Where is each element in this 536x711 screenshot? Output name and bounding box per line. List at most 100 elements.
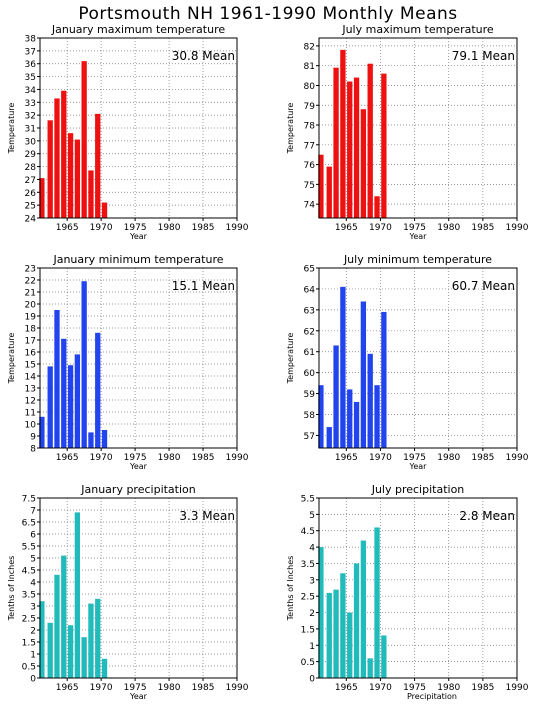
chart-title: July precipitation <box>371 483 465 496</box>
y-tick-label: 5 <box>30 555 36 565</box>
y-tick-label: 1.5 <box>301 625 315 635</box>
y-tick-label: 5 <box>309 511 315 521</box>
bar-1964 <box>61 555 67 678</box>
x-tick-label: 1980 <box>437 453 460 463</box>
x-tick-label: 1975 <box>124 683 147 693</box>
chart-title: July maximum temperature <box>341 23 494 36</box>
plot-frame <box>39 497 238 679</box>
bar-1965 <box>67 625 74 678</box>
y-tick-label: 1 <box>309 642 315 652</box>
y-tick-label: 29 <box>25 150 37 160</box>
mean-annotation: 2.8 Mean <box>459 509 515 523</box>
y-tick-label: 18 <box>25 325 37 335</box>
plot-frame <box>318 497 518 679</box>
bar-1969 <box>95 598 101 678</box>
y-tick-label: 14 <box>25 373 37 383</box>
x-tick-label: 1970 <box>90 223 113 233</box>
x-tick-label: 1975 <box>403 453 426 463</box>
x-tick-label: 1975 <box>403 223 426 233</box>
chart-jul-min: July minimum temperature 57 58 59 60 61 62 63 64… <box>286 253 529 471</box>
y-tick-label: 2.5 <box>22 615 36 625</box>
y-tick-label: 6.5 <box>22 519 36 529</box>
x-tick-label: 1985 <box>471 223 494 233</box>
y-tick-label: 3 <box>30 603 36 613</box>
bar-1970 <box>101 658 108 678</box>
y-tick-label: 37 <box>25 47 36 57</box>
bar-1964 <box>61 338 67 448</box>
y-tick-label: 22 <box>25 277 36 287</box>
bar-1969 <box>95 332 101 448</box>
x-tick-label: 1965 <box>56 453 79 463</box>
y-tick-label: 0.5 <box>301 658 315 668</box>
y-tick-label: 80 <box>304 82 316 92</box>
y-tick-label: 30 <box>25 137 37 147</box>
bar-1964 <box>340 49 346 218</box>
bar-1968 <box>367 658 373 678</box>
y-tick-label: 27 <box>25 176 36 186</box>
bar-1963 <box>333 345 339 448</box>
y-tick-label: 75 <box>304 181 315 191</box>
x-axis-label: Year <box>409 462 428 471</box>
x-tick-label: 1970 <box>369 223 392 233</box>
bar-1970 <box>381 635 387 678</box>
y-tick-label: 76 <box>304 161 316 171</box>
x-tick-label: 1980 <box>158 453 181 463</box>
x-tick-label: 1990 <box>506 453 529 463</box>
mean-annotation: 30.8 Mean <box>172 49 235 63</box>
y-tick-label: 21 <box>25 289 36 299</box>
y-tick-label: 35 <box>25 73 36 83</box>
y-tick-label: 81 <box>304 62 315 72</box>
x-axis-label: Precipitation <box>407 692 457 701</box>
y-tick-label: 61 <box>304 348 315 358</box>
bar-1962 <box>47 366 53 448</box>
bar-1962 <box>47 120 53 218</box>
x-tick-label: 1985 <box>471 453 494 463</box>
bar-1970 <box>101 202 108 218</box>
y-tick-label: 33 <box>25 99 36 109</box>
bar-1963 <box>333 67 339 219</box>
y-tick-label: 7 <box>30 507 36 517</box>
bar-1962 <box>326 166 332 218</box>
y-tick-label: 8 <box>30 445 36 455</box>
y-tick-label: 32 <box>25 112 36 122</box>
x-tick-label: 1970 <box>369 683 392 693</box>
x-tick-label: 1980 <box>158 683 181 693</box>
bar-1967 <box>81 61 87 219</box>
y-tick-label: 10 <box>25 421 37 431</box>
mean-annotation: 60.7 Mean <box>452 279 515 293</box>
y-tick-label: 63 <box>304 306 315 316</box>
x-tick-label: 1990 <box>506 223 529 233</box>
bar-1963 <box>333 589 339 678</box>
bar-1966 <box>74 512 81 678</box>
bar-1965 <box>347 612 353 678</box>
y-tick-label: 78 <box>304 122 316 132</box>
y-tick-label: 24 <box>25 215 37 225</box>
bar-1968 <box>88 603 94 678</box>
y-tick-label: 5.5 <box>22 543 36 553</box>
y-axis-label: Temperature <box>286 103 295 155</box>
bar-1963 <box>54 574 60 678</box>
chart-jan-max: January maximum temperature 24 25 26 27 28 29 3… <box>7 23 249 241</box>
y-tick-label: 2 <box>309 609 315 619</box>
plot-frame <box>39 267 238 449</box>
y-tick-label: 64 <box>304 285 316 295</box>
y-tick-label: 26 <box>25 189 37 199</box>
bar-1964 <box>340 573 346 678</box>
bar-1961 <box>39 416 45 448</box>
x-axis-label: Year <box>129 692 148 701</box>
bar-1961 <box>318 154 324 218</box>
x-tick-label: 1970 <box>90 683 113 693</box>
y-tick-label: 3.5 <box>22 591 36 601</box>
y-tick-label: 2.5 <box>301 593 315 603</box>
y-tick-label: 3 <box>309 576 315 586</box>
y-tick-label: 0 <box>309 675 315 685</box>
x-tick-label: 1965 <box>56 223 79 233</box>
bar-1970 <box>381 73 387 218</box>
x-tick-label: 1970 <box>90 453 113 463</box>
y-tick-label: 16 <box>25 349 37 359</box>
chart-jan-precip: January precipitation 0 0.5 1 1.5 2 2.5 3 3.5 4 4.… <box>7 483 249 701</box>
y-axis-label: Tenths of Inches <box>7 556 16 622</box>
chart-title: January maximum temperature <box>51 23 225 36</box>
chart-title: January precipitation <box>80 483 196 496</box>
